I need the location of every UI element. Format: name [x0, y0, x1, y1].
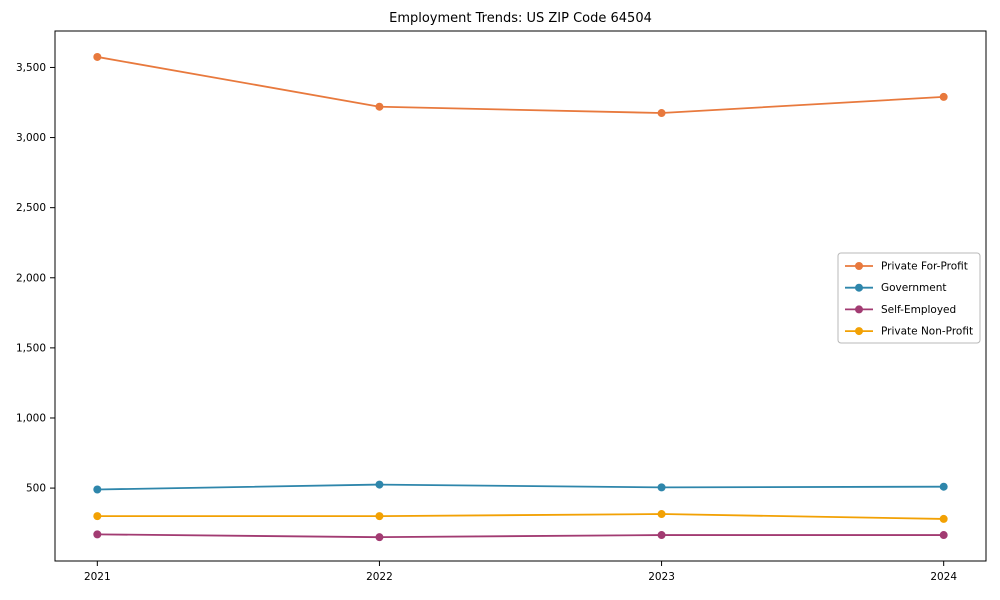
legend-swatch-marker [855, 305, 863, 314]
x-tick-label: 2024 [930, 571, 957, 583]
x-tick-label: 2023 [648, 571, 675, 583]
y-tick-label: 1,000 [16, 412, 46, 424]
legend-label: Private For-Profit [881, 261, 968, 273]
legend-label: Private Non-Profit [881, 326, 973, 338]
legend-label: Government [881, 282, 946, 294]
x-tick-label: 2021 [84, 571, 111, 583]
legend-box [837, 252, 981, 344]
series-line-private-non-profit [96, 513, 945, 520]
y-tick-label: 3,000 [16, 132, 46, 144]
data-point-government [93, 485, 102, 494]
y-tick-label: 3,500 [16, 62, 46, 74]
y-tick-label: 500 [26, 483, 46, 495]
series-line-government [96, 483, 945, 491]
y-tick-label: 2,000 [16, 272, 46, 284]
data-point-private-non-profit [375, 512, 384, 521]
data-point-private-for-profit [93, 52, 102, 61]
data-point-government [939, 482, 948, 491]
data-point-self-employed [939, 531, 948, 540]
legend-label: Self-Employed [881, 304, 956, 316]
data-point-government [375, 480, 384, 489]
plot-border [54, 30, 987, 562]
y-tick-label: 1,500 [16, 342, 46, 354]
data-point-self-employed [93, 530, 102, 539]
data-point-private-non-profit [93, 512, 102, 521]
data-point-government [657, 483, 666, 492]
data-point-private-non-profit [657, 510, 666, 519]
data-point-private-non-profit [939, 514, 948, 523]
chart-title: Employment Trends: US ZIP Code 64504 [389, 11, 652, 26]
data-point-self-employed [375, 533, 384, 542]
y-tick-label: 2,500 [16, 202, 46, 214]
legend-swatch-marker [855, 327, 863, 336]
data-point-self-employed [657, 531, 666, 540]
series-line-self-employed [96, 533, 945, 539]
x-tick-label: 2022 [366, 571, 393, 583]
legend-swatch-marker [855, 262, 863, 270]
legend-swatch-marker [855, 283, 863, 292]
data-point-private-for-profit [375, 102, 384, 111]
data-point-private-for-profit [939, 92, 948, 101]
series-line-private-for-profit [96, 56, 945, 114]
data-point-private-for-profit [657, 109, 666, 118]
